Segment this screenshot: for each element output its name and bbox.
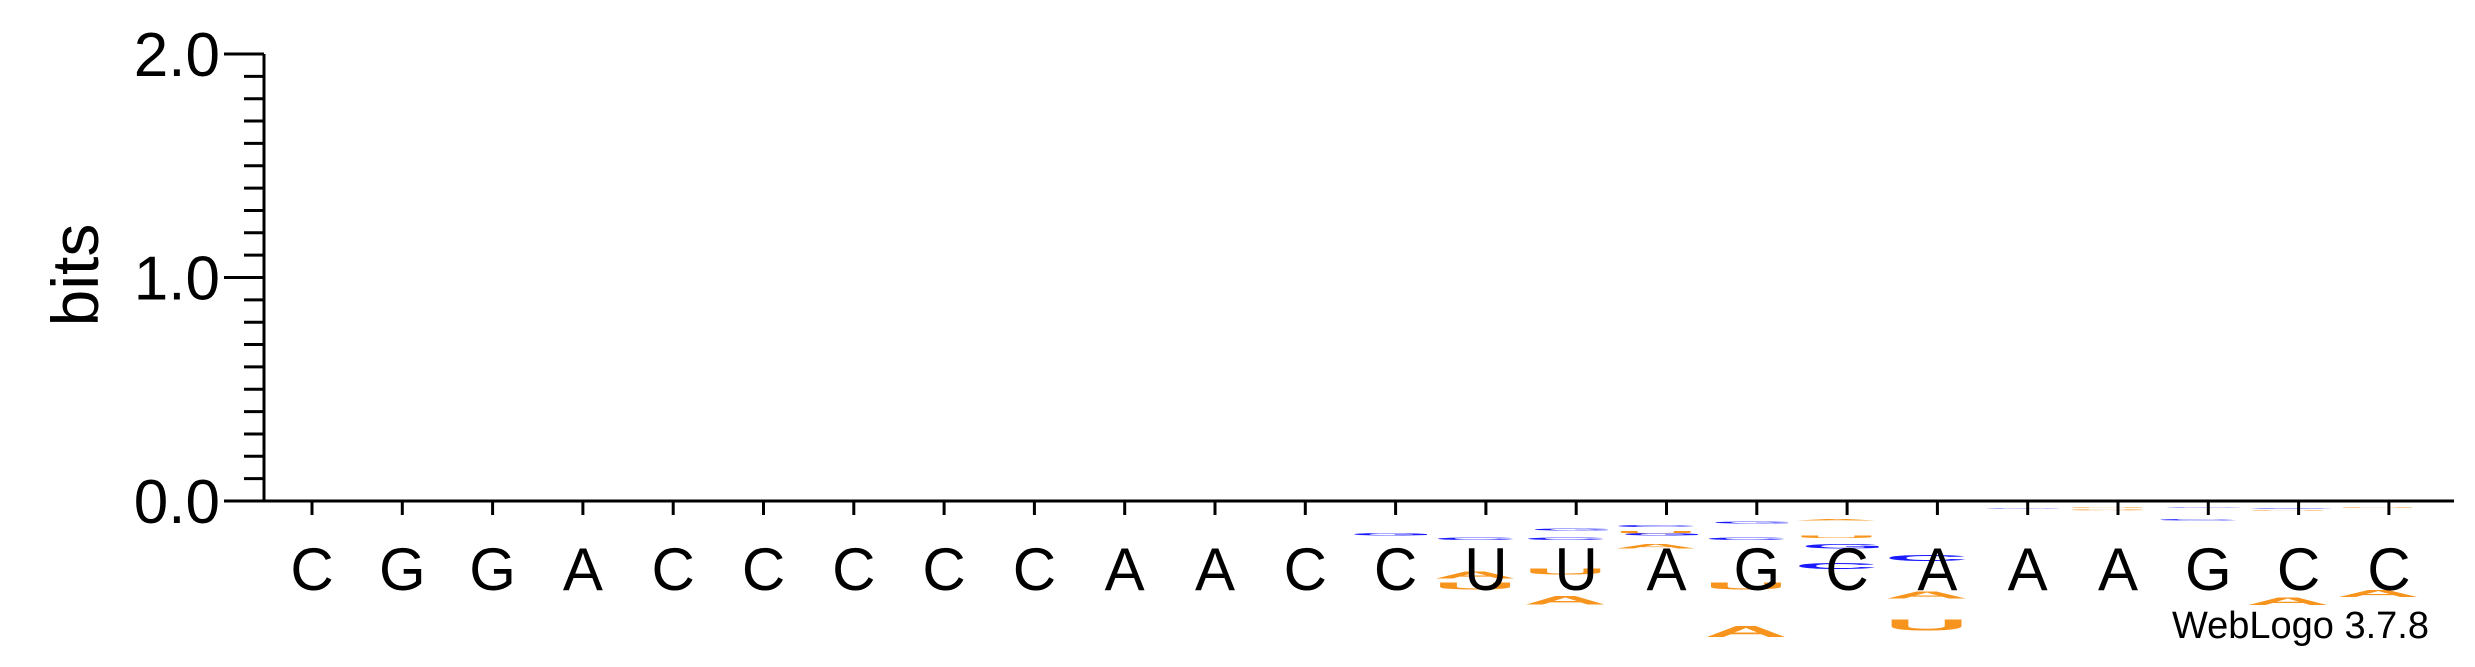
x-tick-label: A (1105, 536, 1145, 603)
x-tick-label: C (922, 536, 965, 603)
logo-letter-u: U (1885, 616, 1969, 634)
logo-letter-u: U (2065, 507, 2149, 508)
x-tick-label: C (2367, 536, 2410, 603)
x-tick-label: G (379, 536, 426, 603)
x-tick-label: C (1825, 536, 1868, 603)
x-tick-label: G (469, 536, 516, 603)
x-tick-label: U (1555, 536, 1598, 603)
x-tick-label: A (2098, 536, 2138, 603)
logo-letter-c: C (1614, 524, 1698, 527)
x-tick-label: A (1195, 536, 1235, 603)
x-tick-label: A (1646, 536, 1686, 603)
x-tick-label: G (2185, 536, 2232, 603)
x-tick-label: A (563, 536, 603, 603)
x-tick-label: C (2277, 536, 2320, 603)
logo-letter-a: A (1885, 590, 1969, 601)
logo-letter-u: U (1794, 534, 1878, 538)
x-tick-label: C (1013, 536, 1056, 603)
logo-letter-a: A (1614, 543, 1698, 550)
logo-letter-a: A (2065, 510, 2149, 511)
logo-letter-g: G (1530, 528, 1614, 531)
logo-letter-c: C (1885, 554, 1969, 563)
x-tick-label: C (742, 536, 785, 603)
logo-letter-a: A (2246, 595, 2330, 607)
y-tick-label: 1.0 (134, 245, 220, 314)
logo-letter-a: A (2336, 588, 2420, 599)
y-tick-label: 2.0 (134, 21, 220, 90)
x-tick-label: U (1464, 536, 1507, 603)
logo-letter-u: U (2065, 509, 2149, 510)
x-tick-label: C (652, 536, 695, 603)
x-tick-label: C (1284, 536, 1327, 603)
x-tick-label: A (1917, 536, 1957, 603)
y-axis-label: bits (38, 224, 112, 327)
y-tick-label: 0.0 (134, 468, 220, 537)
logo-letter-g: G (1621, 532, 1705, 536)
logo-letter-g: G (1801, 543, 1885, 550)
logo-letter-a: A (1704, 623, 1788, 641)
weblogo-credit: WebLogo 3.7.8 (2171, 605, 2429, 647)
logo-letter-u: U (2246, 510, 2330, 511)
logo-letter-c: C (1433, 536, 1517, 540)
x-tick-label: G (1733, 536, 1780, 603)
logo-letter-u: U (2336, 507, 2420, 508)
logo-letter-g: G (2162, 507, 2246, 508)
logo-letter-c: C (1523, 536, 1607, 540)
logo-letter-c: C (1704, 536, 1788, 540)
logo-letter-u: U (1523, 567, 1607, 576)
logo-letter-c: C (1794, 562, 1878, 571)
logo-letter-c: C (2156, 519, 2240, 521)
logo-letter-g: G (1711, 521, 1795, 524)
logo-letter-a: A (1433, 570, 1517, 581)
x-tick-label: C (1374, 536, 1417, 603)
logo-letter-g: G (2253, 508, 2337, 509)
x-tick-label: C (832, 536, 875, 603)
logo-letter-g: G (1350, 532, 1434, 536)
logo-letter-c: C (2246, 508, 2330, 509)
x-tick-label: A (2008, 536, 2048, 603)
x-tick-label: C (290, 536, 333, 603)
logo-letter-a: A (1794, 519, 1878, 521)
logo-letter-u: U (1614, 530, 1698, 534)
logo-letter-a: A (1523, 594, 1607, 607)
axes: 0.01.02.0C G G A C C C C C A A C C U U A G C A A A G C C (134, 21, 2455, 603)
logo-letter-g: G (1982, 508, 2066, 509)
letter-stacks: CGUACUAGGCUACGUAAUGCAGCUAUGUCCGUAGUAAUCG… (1350, 507, 2420, 641)
logo-letter-u: U (1704, 581, 1788, 592)
logo-letter-u: U (1433, 581, 1517, 592)
